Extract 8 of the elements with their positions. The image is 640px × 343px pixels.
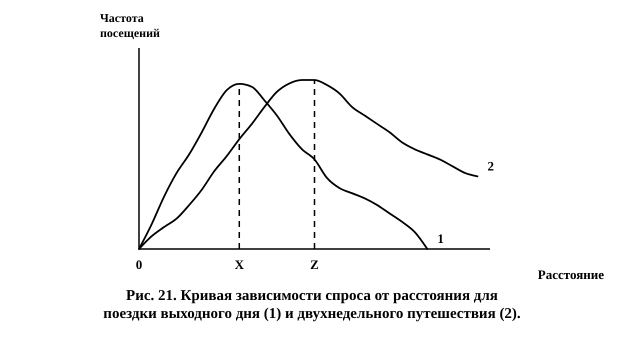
x-tick-label: Z xyxy=(310,257,320,272)
text: Рис. 21. Кривая зависимости спроса от расстояния для поездки выходного дня (1) и двухнедельного путешествия (2). xyxy=(103,288,521,322)
x-tick-label: 0 xyxy=(136,257,142,272)
x-tick-label: X xyxy=(234,257,245,272)
y-axis-title: Частота посещений xyxy=(100,11,160,40)
series-label: 2 xyxy=(487,158,494,174)
x-axis-title: Расстояние xyxy=(538,267,604,282)
series-label: 1 xyxy=(437,231,444,246)
